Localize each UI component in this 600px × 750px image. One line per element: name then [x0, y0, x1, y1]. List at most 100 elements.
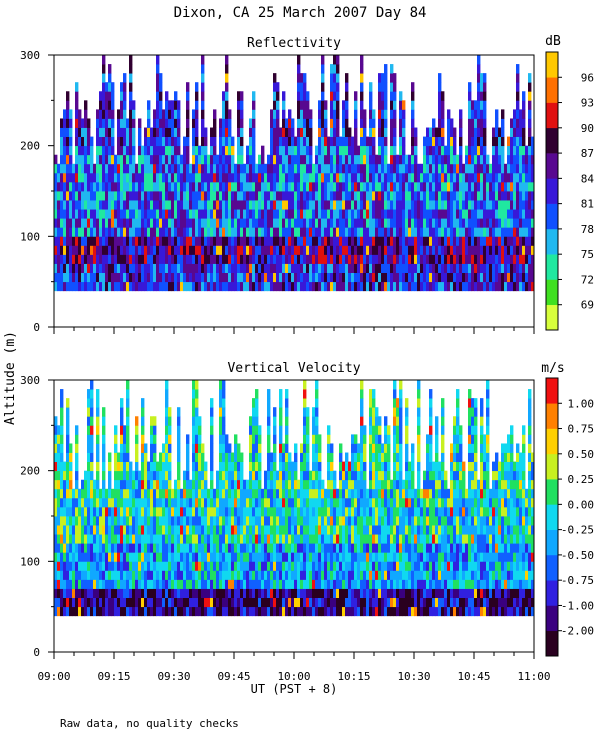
heatmap-cell	[192, 127, 196, 137]
heatmap-cell	[168, 218, 172, 228]
heatmap-cell	[210, 470, 214, 481]
heatmap-cell	[162, 191, 166, 201]
heatmap-cell	[426, 127, 430, 137]
heatmap-cell	[291, 606, 295, 617]
heatmap-cell	[318, 570, 322, 580]
heatmap-cell	[168, 588, 172, 598]
heatmap-cell	[90, 218, 94, 228]
heatmap-cell	[414, 154, 418, 165]
heatmap-cell	[225, 218, 229, 228]
heatmap-cell	[234, 443, 238, 453]
heatmap-cell	[72, 497, 76, 508]
heatmap-cell	[381, 118, 385, 128]
heatmap-cell	[213, 552, 217, 562]
heatmap-cell	[168, 579, 172, 589]
heatmap-cell	[183, 172, 187, 183]
heatmap-cell	[291, 245, 295, 255]
heatmap-cell	[150, 525, 154, 535]
heatmap-cell	[312, 416, 316, 426]
heatmap-cell	[123, 254, 127, 264]
heatmap-cell	[492, 254, 496, 264]
heatmap-cell	[282, 570, 286, 580]
heatmap-cell	[108, 272, 112, 283]
heatmap-cell	[126, 525, 130, 535]
heatmap-cell	[216, 263, 220, 273]
heatmap-cell	[75, 91, 79, 101]
heatmap-cell	[216, 534, 220, 544]
heatmap-cell	[390, 145, 394, 156]
heatmap-cell	[267, 452, 271, 462]
heatmap-cell	[198, 272, 202, 283]
heatmap-cell	[99, 200, 103, 210]
heatmap-cell	[381, 254, 385, 264]
heatmap-cell	[222, 218, 226, 228]
heatmap-cell	[231, 497, 235, 508]
heatmap-cell	[294, 281, 298, 292]
heatmap-cell	[480, 281, 484, 292]
heatmap-cell	[96, 479, 100, 490]
heatmap-cell	[135, 452, 139, 462]
heatmap-cell	[63, 145, 67, 156]
heatmap-cell	[234, 272, 238, 283]
heatmap-cell	[414, 172, 418, 183]
heatmap-cell	[501, 227, 505, 237]
heatmap-cell	[375, 236, 379, 246]
heatmap-cell	[351, 145, 355, 156]
heatmap-cell	[390, 163, 394, 174]
heatmap-cell	[363, 172, 367, 183]
heatmap-cell	[525, 200, 529, 210]
heatmap-cell	[264, 172, 268, 183]
heatmap-cell	[60, 209, 64, 219]
heatmap-cell	[318, 145, 322, 156]
heatmap-cell	[381, 154, 385, 165]
heatmap-cell	[195, 245, 199, 255]
heatmap-cell	[216, 281, 220, 292]
heatmap-cell	[510, 272, 514, 283]
heatmap-cell	[198, 263, 202, 273]
heatmap-cell	[153, 245, 157, 255]
heatmap-cell	[513, 127, 517, 137]
heatmap-cell	[294, 470, 298, 481]
heatmap-cell	[420, 200, 424, 210]
heatmap-cell	[60, 245, 64, 255]
heatmap-cell	[519, 181, 523, 192]
heatmap-cell	[306, 461, 310, 472]
heatmap-cell	[180, 209, 184, 219]
heatmap-cell	[309, 109, 313, 119]
heatmap-cell	[255, 172, 259, 183]
heatmap-cell	[183, 606, 187, 617]
heatmap-cell	[369, 91, 373, 101]
heatmap-cell	[474, 109, 478, 119]
colorbar-tick-label: 75	[581, 248, 594, 261]
heatmap-cell	[54, 236, 58, 246]
heatmap-cell	[267, 606, 271, 617]
heatmap-cell	[108, 163, 112, 174]
heatmap-cell	[531, 245, 534, 255]
heatmap-cell	[174, 181, 178, 192]
heatmap-cell	[144, 561, 148, 571]
heatmap-cell	[300, 543, 304, 553]
heatmap-cell	[483, 209, 487, 219]
heatmap-cell	[189, 525, 193, 535]
heatmap-cell	[255, 443, 259, 453]
heatmap-cell	[240, 488, 244, 499]
heatmap-cell	[126, 552, 130, 562]
heatmap-cell	[147, 263, 151, 273]
heatmap-cell	[219, 461, 223, 472]
heatmap-cell	[456, 263, 460, 273]
heatmap-cell	[324, 245, 328, 255]
heatmap-cell	[186, 272, 190, 283]
heatmap-cell	[399, 127, 403, 137]
heatmap-cell	[384, 281, 388, 292]
heatmap-cell	[261, 181, 265, 192]
heatmap-cell	[375, 272, 379, 283]
heatmap-cell	[267, 561, 271, 571]
heatmap-cell	[168, 525, 172, 535]
heatmap-cell	[351, 236, 355, 246]
heatmap-cell	[222, 552, 226, 562]
heatmap-cell	[180, 236, 184, 246]
heatmap-cell	[411, 236, 415, 246]
heatmap-cell	[135, 181, 139, 192]
heatmap-cell	[177, 236, 181, 246]
